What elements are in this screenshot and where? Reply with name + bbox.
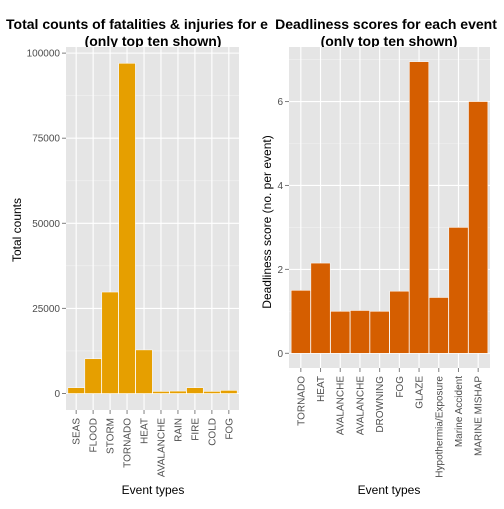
chart2-y-tick-label: 0 xyxy=(277,349,283,360)
chart2-x-tick-label: AVALANCHE xyxy=(336,376,347,435)
chart1-x-tick-label: FIRE xyxy=(190,418,201,441)
chart1-y-tick-label: 25000 xyxy=(32,304,60,315)
chart1-y-tick-label: 0 xyxy=(54,389,60,400)
chart2-y-axis-title: Deadliness score (no. per event) xyxy=(260,135,274,308)
chart1-x-tick-label: COLD xyxy=(207,418,218,446)
chart2-bar xyxy=(330,311,351,354)
chart1-x-tick-label: HEAT xyxy=(140,418,151,444)
chart1-bar xyxy=(67,387,85,394)
chart2-x-tick-label: DROWNING xyxy=(375,376,386,433)
chart1-y-tick-label: 50000 xyxy=(32,219,60,230)
panel-fatalities-injuries: Total counts of fatalities & injuries fo… xyxy=(6,16,268,497)
chart1-bar xyxy=(169,390,187,394)
chart1-title: Total counts of fatalities & injuries fo… xyxy=(6,16,268,32)
chart1-bar xyxy=(203,391,221,394)
chart1-bar xyxy=(101,291,119,394)
chart1-bar xyxy=(186,387,204,394)
chart1-subtitle: (only top ten shown) xyxy=(85,33,222,49)
chart2-bar xyxy=(350,310,370,354)
chart2-y-tick-label: 2 xyxy=(277,265,283,276)
chart1-bar xyxy=(135,349,153,394)
chart2-y-tick-label: 4 xyxy=(277,181,283,192)
chart2-bar xyxy=(448,227,469,354)
chart1-bar xyxy=(84,358,102,394)
chart1-y-tick-label: 100000 xyxy=(27,49,61,60)
chart1-x-tick-label: TORNADO xyxy=(123,418,134,468)
chart1-x-tick-label: STORM xyxy=(106,418,117,454)
chart2-x-tick-label: FOG xyxy=(395,376,406,398)
chart2-x-tick-label: GLAZE xyxy=(415,376,426,409)
chart1-bar xyxy=(152,391,170,394)
chart2-x-tick-label: Marine Accident xyxy=(454,376,465,447)
chart2-bar xyxy=(428,297,449,354)
chart2-bar xyxy=(389,290,410,354)
chart1-y-axis-title: Total counts xyxy=(10,198,24,262)
chart2-bar xyxy=(310,262,331,354)
chart2-bar xyxy=(468,101,489,354)
chart1-x-tick-label: FOG xyxy=(224,418,235,440)
chart2-x-tick-label: HEAT xyxy=(316,376,327,402)
chart2-x-tick-label: MARINE MISHAP xyxy=(474,376,485,456)
chart2-x-tick-label: Hypothermia/Exposure xyxy=(434,376,445,478)
chart2-title: Deadliness scores for each event xyxy=(275,16,497,32)
chart1-x-tick-label: SEAS xyxy=(72,418,83,445)
chart2-bar xyxy=(290,290,311,354)
chart1-bar xyxy=(118,63,136,394)
chart2-x-tick-label: AVALANCHE xyxy=(355,376,366,435)
panel-deadliness: Deadliness scores for each event (only t… xyxy=(260,16,497,497)
chart2-subtitle: (only top ten shown) xyxy=(321,33,458,49)
chart1-plot-background xyxy=(66,47,239,410)
chart1-x-axis-title: Event types xyxy=(122,483,185,497)
chart1-x-tick-label: FLOOD xyxy=(89,418,100,452)
chart1-x-tick-label: RAIN xyxy=(173,418,184,442)
chart2-bar xyxy=(409,61,429,354)
chart2-x-axis-title: Event types xyxy=(358,483,421,497)
chart1-bar xyxy=(220,390,238,394)
chart1-y-tick-label: 75000 xyxy=(32,134,60,145)
chart2-bar xyxy=(369,311,390,354)
chart1-plot-area xyxy=(66,47,239,410)
chart2-y-tick-label: 6 xyxy=(277,97,283,108)
chart2-x-tick-label: TORNADO xyxy=(296,376,307,426)
chart1-x-tick-label: AVALANCHE xyxy=(156,418,167,477)
